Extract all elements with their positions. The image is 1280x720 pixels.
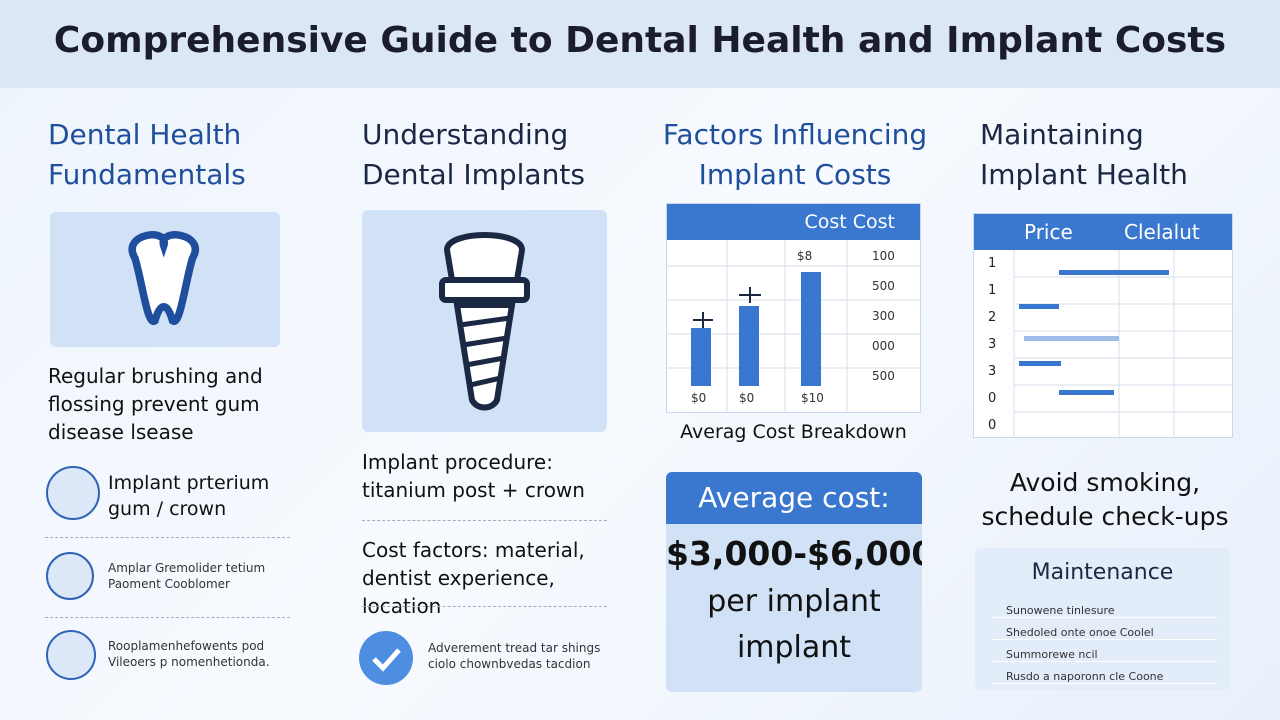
heading: Understanding Dental Implants [362,118,585,191]
item: Implant prterium gum / crown [108,472,270,520]
row-number: 3 [988,337,997,352]
divider [362,606,607,607]
item: Rooplamenhefowents pod Vileoers p nomenh… [108,639,270,669]
bar-label: $10 [801,391,824,405]
icon [46,630,96,680]
maintenance-heading: Maintenance [1031,560,1174,585]
maintenance-item: Rusdo a naporonn cle Coone [992,670,1217,684]
heading: Factors Influencing Implant Costs [662,118,928,191]
axis-label: 300 [872,309,895,323]
title: Comprehensive Guide to Dental Health and… [53,20,1227,61]
row-number: 0 [988,391,997,406]
row-number: 3 [988,364,997,379]
axis-label: 500 [872,279,895,293]
check-icon [359,631,413,685]
cost-line: implant [736,630,852,665]
chart-label: $8 [797,249,813,263]
heading: Maintaining Implant Health [980,118,1188,191]
title-band [0,0,1280,88]
axis-label: 100 [872,249,895,263]
bar-label: $0 [739,391,755,405]
chart-grid [667,240,920,412]
axis-label: 500 [872,369,895,383]
implant-icon [439,232,530,411]
table-header-cell: Price [1024,220,1073,244]
chart-header: Cost Cost [667,204,920,240]
row-number: 1 [988,256,997,271]
divider [45,537,290,538]
cost-heading: Average cost: [666,472,922,524]
cost-range: $3,000-$6,000 [666,534,922,573]
text: Cost factors: material, dentist experien… [362,538,585,618]
row-number: 1 [988,283,997,298]
tooth-icon [128,231,199,325]
table-grid [1013,250,1232,438]
table-header-cell: Clelalut [1124,220,1200,244]
chart-caption: Averag Cost Breakdown [680,421,907,443]
text: Implant procedure: titanium post + crown [362,450,585,502]
divider [362,520,607,521]
icon [46,552,94,600]
maintenance-item: Sunowene tinlesure [992,604,1217,618]
tooth-box [50,212,280,347]
cost-box: Average cost: $3,000-$6,000 per implant … [666,472,922,692]
implant-box [362,210,607,432]
cost-line: per implant [707,584,881,619]
note: Adverement tread tar shings ciolo chownb… [428,641,601,671]
chart-box: Cost Cost $8 100 500 300 000 500 $0 $0 $… [666,203,921,413]
text: Regular brushing and flossing prevent gu… [48,364,263,444]
maintenance-item: Shedoled onte onoe Coolel [992,626,1217,640]
table-box: Price Clelalut [973,213,1233,438]
bar-label: $0 [691,391,707,405]
item: Amplar Gremolider tetium Paoment Cooblom… [108,561,266,591]
tip: Avoid smoking, schedule check-ups [981,468,1229,531]
row-number: 0 [988,418,997,433]
divider [45,617,290,618]
maintenance-item: Summorewe ncil [992,648,1217,662]
icon [46,466,100,520]
row-number: 2 [988,310,997,325]
axis-label: 000 [872,339,895,353]
table-header [974,214,1232,250]
heading: Dental Health Fundamentals [48,118,246,191]
maintenance-box: Maintenance [975,548,1230,690]
